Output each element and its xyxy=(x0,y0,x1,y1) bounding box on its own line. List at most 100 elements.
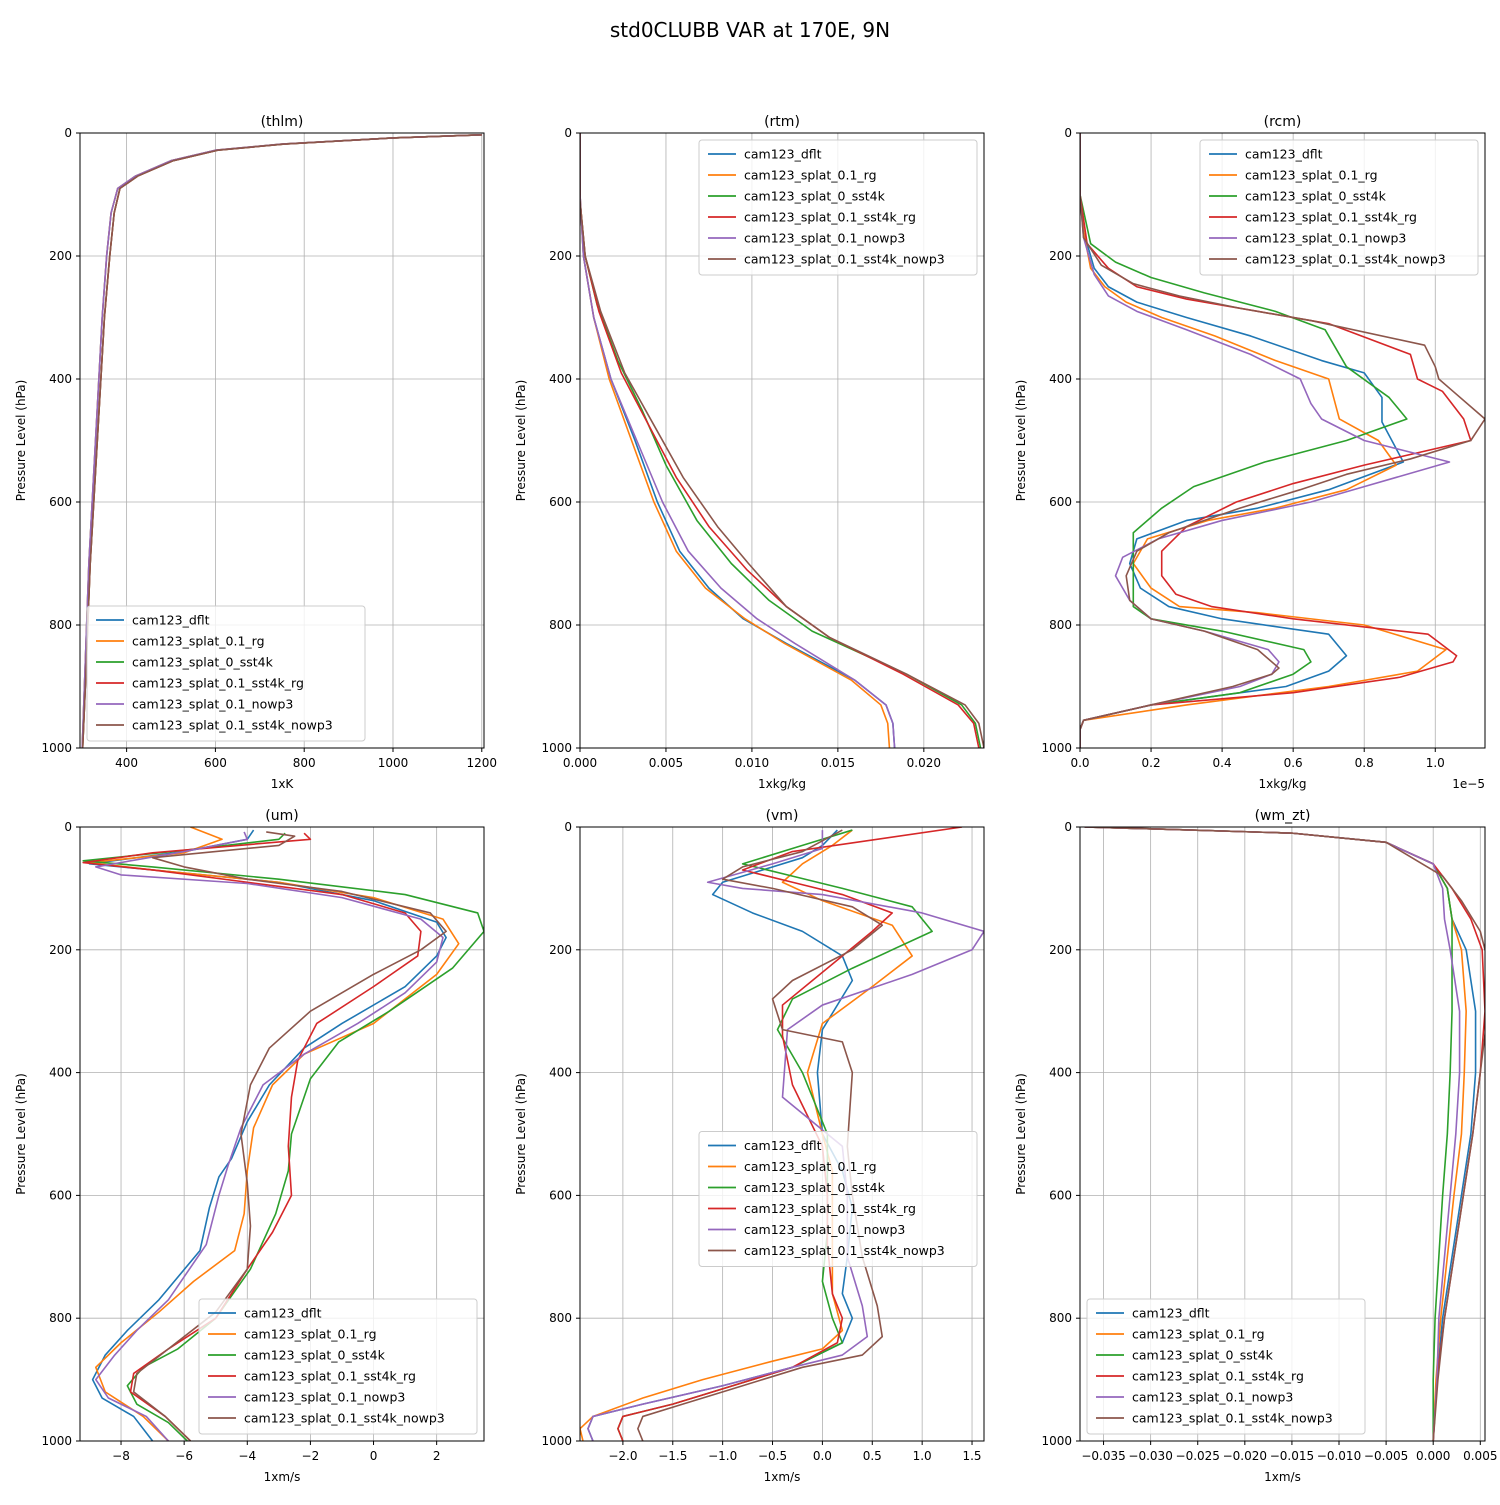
y-tick-label: 800 xyxy=(549,618,572,632)
y-axis-label: Pressure Level (hPa) xyxy=(1014,1073,1028,1195)
x-axis-label: 1xK xyxy=(271,777,295,791)
legend-label: cam123_splat_0.1_rg xyxy=(744,1159,877,1174)
y-axis-label: Pressure Level (hPa) xyxy=(514,380,528,502)
axes-frame xyxy=(1079,826,1486,1442)
panel-wm_zt: −0.035 −0.030 −0.025 −0.020 −0.015 −0.010 −0.0… xyxy=(1014,808,1497,1484)
x-tick-label: 1200 xyxy=(467,756,498,770)
legend-label: cam123_splat_0.1_sst4k_nowp3 xyxy=(1132,1411,1333,1426)
y-tick-label: 200 xyxy=(49,249,72,263)
y-tick-label: 800 xyxy=(1049,618,1072,632)
y-tick-label: 200 xyxy=(49,943,72,957)
series-line-cam123_splat_0.1_sst4k_nowp3 xyxy=(81,134,482,748)
x-tick-label: 400 xyxy=(115,756,138,770)
y-tick-label: 200 xyxy=(549,943,572,957)
legend-label: cam123_splat_0.1_rg xyxy=(132,634,265,649)
legend-label: cam123_dflt xyxy=(1132,1306,1210,1321)
y-tick-label: 600 xyxy=(1049,495,1072,509)
x-tick-label: −0.035 xyxy=(1081,1449,1125,1463)
legend-label: cam123_splat_0_sst4k xyxy=(744,189,886,204)
x-tick-label: −2.0 xyxy=(608,1449,637,1463)
legend-label: cam123_splat_0_sst4k xyxy=(1132,1348,1274,1363)
x-tick-label: −0.015 xyxy=(1270,1449,1314,1463)
y-tick-label: 600 xyxy=(49,1188,72,1202)
legend-label: cam123_splat_0.1_nowp3 xyxy=(744,231,905,246)
legend-box xyxy=(1086,1298,1366,1435)
x-axis-label: 1xm/s xyxy=(264,1470,301,1484)
legend-label: cam123_splat_0_sst4k xyxy=(744,1180,886,1195)
x-axis-label: 1xm/s xyxy=(764,1470,801,1484)
x-tick-label: −0.010 xyxy=(1317,1449,1361,1463)
legend-label: cam123_splat_0.1_rg xyxy=(744,168,877,183)
y-tick-label: 600 xyxy=(49,495,72,509)
legend-label: cam123_splat_0.1_nowp3 xyxy=(1245,231,1406,246)
x-tick-label: −0.5 xyxy=(758,1449,787,1463)
legend-label: cam123_splat_0_sst4k xyxy=(1245,189,1387,204)
legend-label: cam123_splat_0.1_nowp3 xyxy=(132,697,293,712)
x-tick-label: −1.0 xyxy=(708,1449,737,1463)
series-line-cam123_splat_0.1_sst4k_nowp3 xyxy=(637,829,884,1441)
x-tick-label: 0.010 xyxy=(735,756,769,770)
y-tick-label: 0 xyxy=(564,126,572,140)
legend-label: cam123_splat_0.1_sst4k_rg xyxy=(132,676,304,691)
x-tick-label: 0 xyxy=(370,1449,378,1463)
legend-label: cam123_splat_0.1_sst4k_nowp3 xyxy=(244,1411,445,1426)
x-tick-label: −4 xyxy=(238,1449,256,1463)
legend: cam123_dflt cam123_splat_0.1_rg cam123_spl… xyxy=(198,1298,478,1435)
x-tick-label: −0.020 xyxy=(1223,1449,1267,1463)
y-tick-label: 200 xyxy=(549,249,572,263)
axes-frame xyxy=(579,132,985,749)
x-axis-label: 1xkg/kg xyxy=(758,777,806,791)
y-tick-label: 1000 xyxy=(541,1434,572,1448)
x-tick-label: −2 xyxy=(302,1449,320,1463)
x-tick-label: 1.0 xyxy=(913,1449,932,1463)
y-tick-label: 0 xyxy=(564,820,572,834)
y-tick-label: 0 xyxy=(64,126,72,140)
y-tick-label: 800 xyxy=(49,1311,72,1325)
legend-box xyxy=(698,139,978,276)
y-tick-label: 600 xyxy=(1049,1188,1072,1202)
legend-label: cam123_dflt xyxy=(744,147,822,162)
x-tick-label: 1000 xyxy=(378,756,409,770)
y-tick-label: 400 xyxy=(549,372,572,386)
y-tick-label: 0 xyxy=(1064,126,1072,140)
panel-thlm: 400 600 800 1000 1200 0 200 400 600 800 1000 (thlm)… xyxy=(14,114,497,791)
x-axis-label: 1xm/s xyxy=(1264,1470,1301,1484)
y-tick-label: 600 xyxy=(549,495,572,509)
x-tick-label: 0.5 xyxy=(863,1449,882,1463)
legend-label: cam123_splat_0.1_nowp3 xyxy=(244,1390,405,1405)
y-tick-label: 400 xyxy=(549,1066,572,1080)
legend-label: cam123_splat_0.1_sst4k_nowp3 xyxy=(744,1243,945,1258)
axes-frame xyxy=(79,132,485,749)
panel-title: (rcm) xyxy=(1264,114,1302,130)
x-tick-label: 600 xyxy=(204,756,227,770)
legend-label: cam123_splat_0_sst4k xyxy=(132,655,274,670)
legend-label: cam123_splat_0.1_rg xyxy=(244,1327,377,1342)
y-axis-label: Pressure Level (hPa) xyxy=(14,1073,28,1195)
y-tick-label: 400 xyxy=(49,1066,72,1080)
legend-label: cam123_splat_0.1_sst4k_rg xyxy=(1245,210,1417,225)
y-tick-label: 400 xyxy=(49,372,72,386)
x-tick-label: 0.0 xyxy=(813,1449,832,1463)
y-tick-label: 1000 xyxy=(1041,741,1072,755)
y-tick-label: 200 xyxy=(1049,249,1072,263)
legend-label: cam123_splat_0.1_sst4k_rg xyxy=(244,1369,416,1384)
y-tick-label: 800 xyxy=(1049,1311,1072,1325)
x-tick-label: 0.015 xyxy=(821,756,855,770)
x-tick-label: 0.4 xyxy=(1213,756,1232,770)
legend-label: cam123_splat_0.1_sst4k_nowp3 xyxy=(1245,252,1446,267)
series-line-cam123_splat_0.1_nowp3 xyxy=(94,831,444,1441)
legend-box xyxy=(1199,139,1479,276)
panel-vm: −2.0 −1.5 −1.0 −0.5 0.0 0.5 1.0 1.5 0 200 400 600 80… xyxy=(514,808,985,1484)
series-line-cam123_splat_0_sst4k xyxy=(1080,133,1408,748)
legend: cam123_dflt cam123_splat_0.1_rg cam123_spl… xyxy=(86,605,366,742)
legend-label: cam123_splat_0.1_nowp3 xyxy=(1132,1390,1293,1405)
y-tick-label: 1000 xyxy=(41,741,72,755)
panel-title: (thlm) xyxy=(261,114,304,130)
legend-label: cam123_splat_0_sst4k xyxy=(244,1348,386,1363)
y-axis-label: Pressure Level (hPa) xyxy=(1014,380,1028,502)
figure-title: std0CLUBB VAR at 170E, 9N xyxy=(610,18,890,42)
legend-label: cam123_dflt xyxy=(1245,147,1323,162)
y-tick-label: 400 xyxy=(1049,372,1072,386)
series-line-cam123_splat_0.1_sst4k_nowp3 xyxy=(1084,827,1485,1441)
x-tick-label: 0.020 xyxy=(907,756,941,770)
